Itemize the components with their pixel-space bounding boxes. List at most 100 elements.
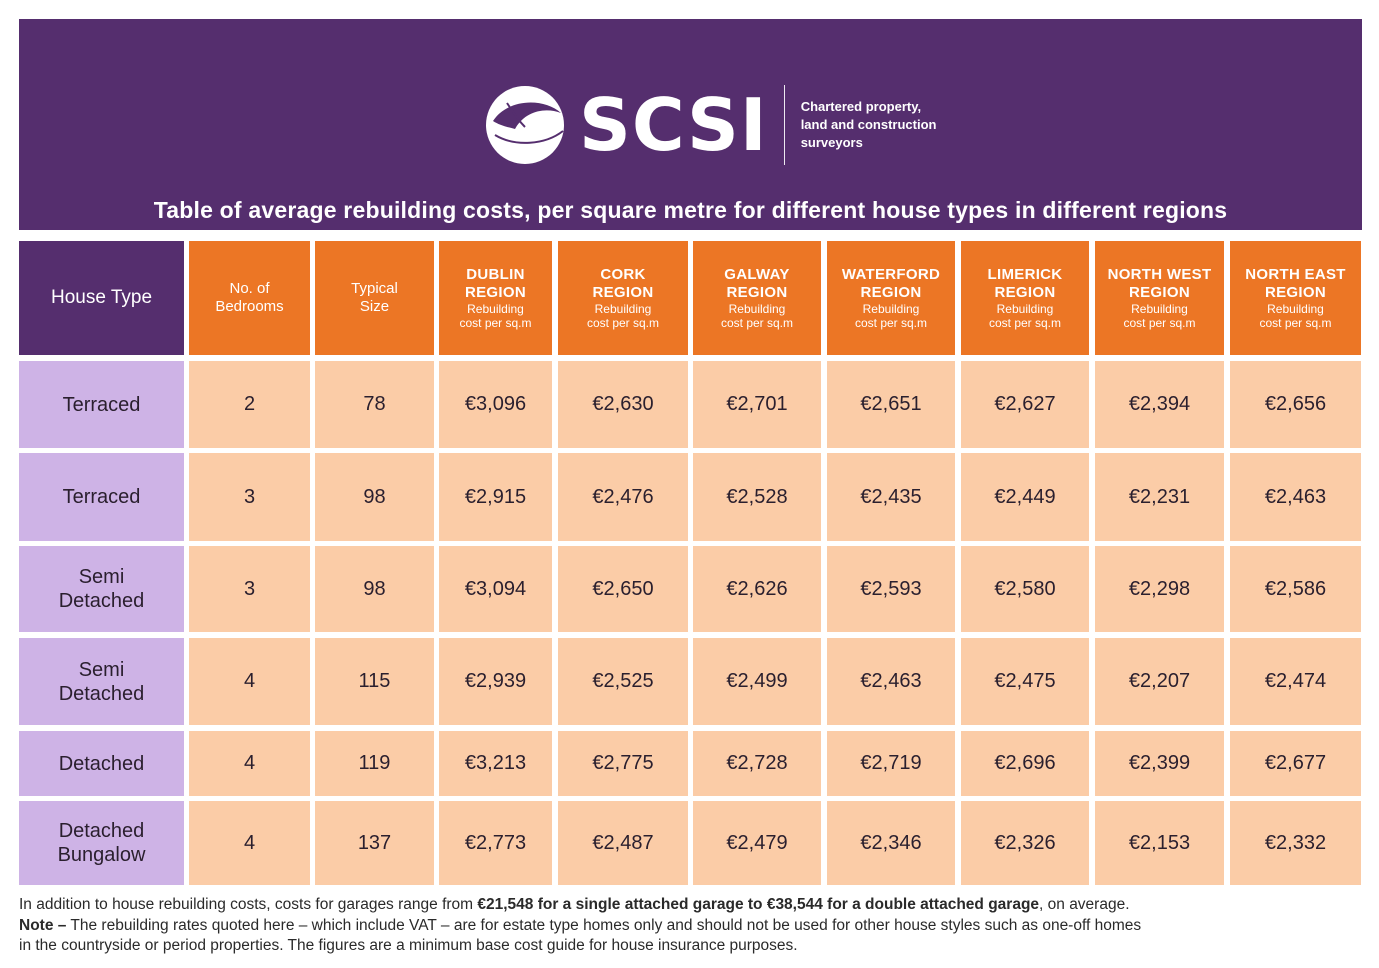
cost-cell: €2,630 bbox=[558, 361, 688, 448]
cost-cell: €2,499 bbox=[693, 638, 821, 725]
header-label: Bedrooms bbox=[215, 298, 284, 315]
region-name: REGION bbox=[592, 284, 654, 301]
typical-size-cell: 137 bbox=[315, 801, 434, 885]
cost-value: €2,463 bbox=[1264, 485, 1327, 508]
bedrooms-value: 4 bbox=[243, 670, 256, 692]
size-value: 137 bbox=[357, 831, 392, 854]
house-type-label: Detached bbox=[58, 752, 145, 775]
brand-tagline: Chartered property, land and constructio… bbox=[801, 98, 937, 152]
cost-value: €2,728 bbox=[726, 752, 788, 774]
cost-cell: €2,463 bbox=[827, 638, 955, 725]
footnotes: In addition to house rebuilding costs, c… bbox=[19, 895, 1369, 957]
region-name: NORTH EAST bbox=[1245, 266, 1346, 283]
size-value: 98 bbox=[363, 577, 386, 600]
cost-value: €2,677 bbox=[1264, 752, 1327, 774]
bedrooms-cell: 4 bbox=[189, 801, 310, 885]
size-value: 98 bbox=[363, 485, 386, 508]
cost-value: €2,593 bbox=[860, 577, 922, 600]
cost-value: €2,528 bbox=[726, 485, 788, 508]
region-name: REGION bbox=[1129, 284, 1190, 301]
cost-value: €2,656 bbox=[1264, 393, 1327, 415]
cost-cell: €2,479 bbox=[693, 801, 821, 885]
header-region: NORTH EAST REGION Rebuilding cost per sq.m bbox=[1230, 241, 1361, 355]
cost-value: €2,696 bbox=[994, 752, 1056, 774]
region-subtitle: Rebuilding bbox=[467, 302, 524, 316]
cost-value: €3,094 bbox=[464, 577, 527, 600]
header-label: House Type bbox=[50, 287, 153, 308]
region-subtitle: cost per sq.m bbox=[459, 316, 532, 330]
region-subtitle: Rebuilding bbox=[862, 302, 920, 316]
cost-cell: €2,231 bbox=[1095, 453, 1224, 541]
region-name: REGION bbox=[860, 284, 922, 301]
cost-value: €2,939 bbox=[464, 670, 527, 692]
cost-value: €2,207 bbox=[1128, 670, 1191, 692]
region-subtitle: cost per sq.m bbox=[720, 316, 794, 330]
region-name: NORTH WEST bbox=[1107, 266, 1212, 283]
cost-value: €2,580 bbox=[994, 577, 1056, 600]
region-subtitle: cost per sq.m bbox=[988, 316, 1062, 330]
typical-size-cell: 98 bbox=[315, 546, 434, 632]
bedrooms-cell: 4 bbox=[189, 731, 310, 796]
bedrooms-value: 2 bbox=[243, 393, 256, 415]
house-type-cell: Semi Detached bbox=[19, 546, 184, 632]
cost-cell: €3,094 bbox=[439, 546, 552, 632]
cost-cell: €2,475 bbox=[961, 638, 1089, 725]
cost-value: €2,399 bbox=[1128, 752, 1191, 774]
cost-value: €2,231 bbox=[1128, 485, 1191, 508]
cost-cell: €2,332 bbox=[1230, 801, 1361, 885]
cost-value: €2,298 bbox=[1128, 577, 1191, 600]
cost-cell: €2,627 bbox=[961, 361, 1089, 448]
bedrooms-value: 4 bbox=[243, 831, 256, 854]
cost-cell: €2,915 bbox=[439, 453, 552, 541]
region-subtitle: cost per sq.m bbox=[854, 316, 928, 330]
scsi-logo: SCSI Chartered property, land and constr… bbox=[485, 84, 936, 166]
cost-cell: €2,775 bbox=[558, 731, 688, 796]
cost-value: €2,326 bbox=[994, 831, 1056, 854]
region-name: REGION bbox=[726, 284, 788, 301]
cost-cell: €2,677 bbox=[1230, 731, 1361, 796]
cost-value: €2,775 bbox=[592, 752, 654, 774]
page-title: Table of average rebuilding costs, per s… bbox=[153, 197, 1228, 223]
region-subtitle: cost per sq.m bbox=[1123, 316, 1196, 330]
bedrooms-value: 3 bbox=[243, 577, 256, 600]
header-region: GALWAY REGION Rebuilding cost per sq.m bbox=[693, 241, 821, 355]
cost-value: €2,475 bbox=[994, 670, 1056, 692]
house-type-label: Detached bbox=[58, 820, 145, 842]
cost-cell: €3,096 bbox=[439, 361, 552, 448]
house-type-cell: Terraced bbox=[19, 361, 184, 448]
cost-cell: €2,394 bbox=[1095, 361, 1224, 448]
cost-value: €3,096 bbox=[464, 393, 527, 415]
typical-size-cell: 78 bbox=[315, 361, 434, 448]
cost-cell: €2,701 bbox=[693, 361, 821, 448]
cost-value: €2,479 bbox=[726, 831, 788, 854]
logo-divider bbox=[783, 85, 785, 165]
region-name: REGION bbox=[994, 284, 1056, 301]
header-region: WATERFORD REGION Rebuilding cost per sq.m bbox=[827, 241, 955, 355]
bedrooms-cell: 3 bbox=[189, 546, 310, 632]
cost-cell: €2,399 bbox=[1095, 731, 1224, 796]
size-value: 78 bbox=[363, 393, 386, 415]
cost-value: €2,586 bbox=[1264, 577, 1327, 600]
cost-value: €2,650 bbox=[592, 577, 654, 600]
cost-value: €2,449 bbox=[994, 485, 1056, 508]
cost-cell: €2,326 bbox=[961, 801, 1089, 885]
cost-value: €2,626 bbox=[726, 577, 788, 600]
cost-cell: €2,939 bbox=[439, 638, 552, 725]
header-house-type: House Type bbox=[19, 241, 184, 355]
header-label: Size bbox=[359, 298, 390, 315]
house-type-cell: Terraced bbox=[19, 453, 184, 541]
cost-cell: €2,580 bbox=[961, 546, 1089, 632]
region-name: LIMERICK bbox=[987, 266, 1063, 283]
header-region: LIMERICK REGION Rebuilding cost per sq.m bbox=[961, 241, 1089, 355]
cost-value: €2,773 bbox=[464, 831, 527, 854]
cost-value: €2,627 bbox=[994, 393, 1056, 415]
region-subtitle: Rebuilding bbox=[728, 302, 786, 316]
cost-cell: €2,487 bbox=[558, 801, 688, 885]
brand-name: SCSI bbox=[579, 83, 768, 167]
cost-value: €2,346 bbox=[860, 831, 922, 854]
house-type-cell: Semi Detached bbox=[19, 638, 184, 725]
header-region: NORTH WEST REGION Rebuilding cost per sq.m bbox=[1095, 241, 1224, 355]
house-type-label: Detached bbox=[58, 590, 145, 612]
region-subtitle: cost per sq.m bbox=[1259, 316, 1332, 330]
header-region: CORK REGION Rebuilding cost per sq.m bbox=[558, 241, 688, 355]
